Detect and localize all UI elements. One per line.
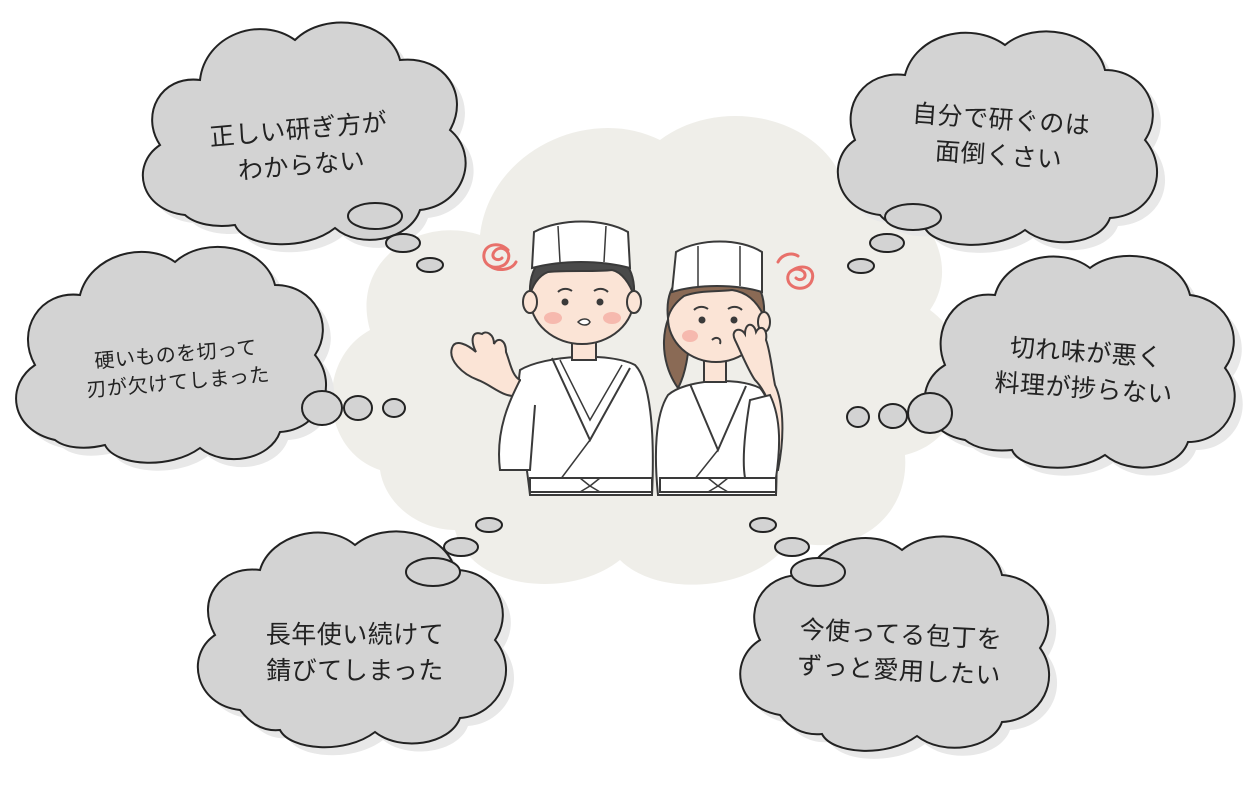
thought-bubble-mid-left xyxy=(15,246,406,471)
bubble-line: 長年使い続けて xyxy=(265,620,445,649)
thought-bubble-bottom-left xyxy=(196,517,515,756)
thought-bubble-mid-right xyxy=(846,254,1243,476)
bubble-line: 錆びてしまった xyxy=(266,655,444,685)
dizzy-swirl-icon xyxy=(776,252,815,290)
thought-bubble-top-left xyxy=(141,21,474,273)
chef-woman-figure xyxy=(654,240,784,496)
chef-man-figure xyxy=(450,220,654,496)
thought-bubble-bottom-right xyxy=(739,517,1058,759)
bubble-text-bottom-right: 今使ってる包丁を ずっと愛用したい xyxy=(778,611,1021,694)
bubble-text-mid-right: 切れ味が悪く 料理が捗らない xyxy=(973,327,1197,413)
dizzy-swirl-icon xyxy=(482,243,518,271)
thought-bubble-top-right xyxy=(836,30,1166,274)
background-cloud xyxy=(331,115,964,585)
bubble-text-bottom-left: 長年使い続けて 錆びてしまった xyxy=(245,617,465,688)
